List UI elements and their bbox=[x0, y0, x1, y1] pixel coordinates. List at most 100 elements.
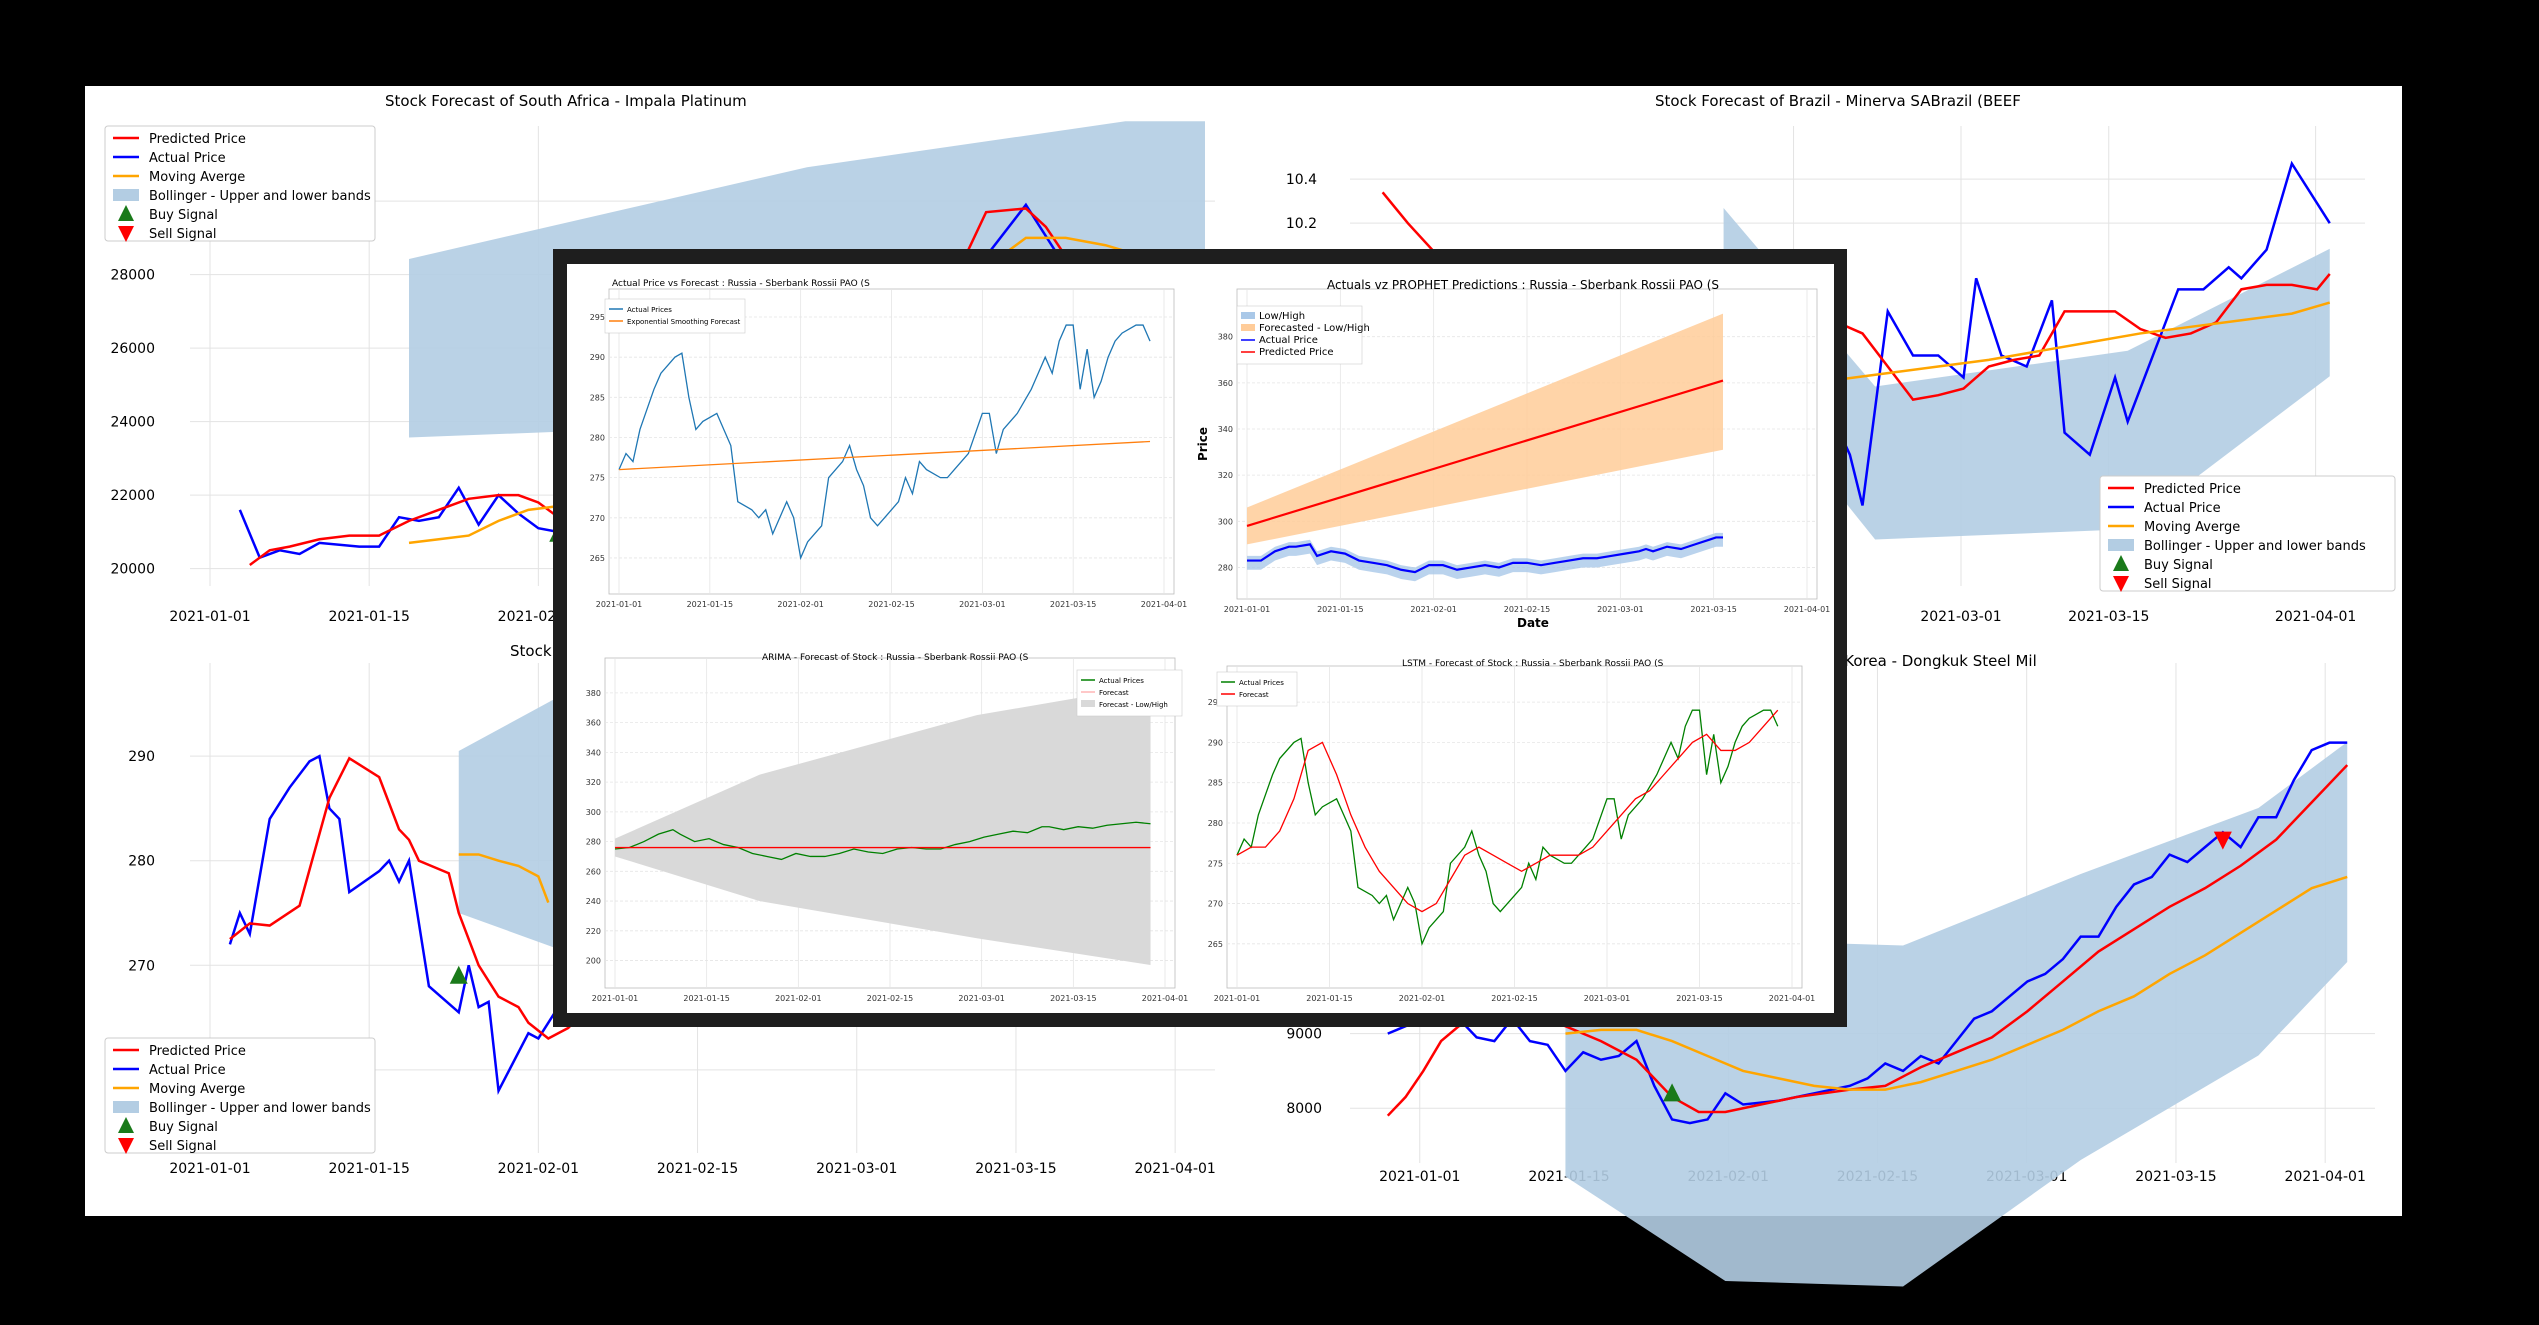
moving-average-line bbox=[1786, 301, 2331, 384]
series-line bbox=[1236, 709, 1779, 947]
buy-signal-marker bbox=[1663, 1083, 1682, 1102]
chart-inset-exp: 2021-01-01 2021-01-15 2021-02-01 2021-02-15… bbox=[590, 279, 1188, 609]
x-tick-label: 2021-03-01 bbox=[1920, 609, 2001, 625]
y-axis-label: Price bbox=[1196, 427, 1210, 461]
legend-label: Predicted Price bbox=[2144, 482, 2241, 497]
x-tick-label: 2021-01-15 bbox=[1306, 994, 1353, 1003]
legend-label: Buy Signal bbox=[149, 208, 218, 223]
legend-patch bbox=[1081, 700, 1095, 707]
y-tick-label: 300 bbox=[1218, 517, 1233, 526]
y-tick-label: 280 bbox=[1218, 563, 1233, 572]
chart-title: LSTM - Forecast of Stock : Russia - Sber… bbox=[1402, 659, 1664, 669]
legend-label: Actual Price bbox=[149, 151, 226, 166]
y-tick-label: 280 bbox=[1208, 819, 1223, 828]
y-tick-label: 300 bbox=[586, 808, 601, 817]
legend-label: Moving Averge bbox=[149, 1082, 245, 1097]
x-tick-label: 2021-03-15 bbox=[975, 1161, 1056, 1177]
y-tick-label: 290 bbox=[590, 353, 605, 362]
x-tick-label: 2021-02-01 bbox=[775, 994, 822, 1003]
actual-price-line bbox=[1785, 160, 2331, 506]
chart-inset-lstm: 2021-01-01 2021-01-15 2021-02-01 2021-02-15… bbox=[1208, 659, 1816, 1003]
legend-box bbox=[104, 1037, 376, 1154]
x-tick-label: 2021-01-01 bbox=[1214, 994, 1261, 1003]
legend-patch bbox=[113, 1101, 139, 1113]
y-tick-label: 220 bbox=[586, 927, 601, 936]
x-tick-label: 2021-01-01 bbox=[1379, 1169, 1460, 1185]
chart-title: Stock Forecast of South Africa - Impala … bbox=[385, 92, 747, 110]
chart-title: ARIMA - Forecast of Stock : Russia - Sbe… bbox=[762, 653, 1029, 663]
legend-label: Sell Signal bbox=[2144, 577, 2212, 592]
y-tick-label: 295 bbox=[590, 313, 605, 322]
legend-label: Predicted Price bbox=[149, 1044, 246, 1059]
x-tick-label: 2021-02-01 bbox=[777, 600, 824, 609]
x-tick-label: 2021-04-01 bbox=[1142, 994, 1189, 1003]
legend-buy-marker bbox=[118, 1117, 134, 1133]
legend-box bbox=[2099, 475, 2396, 592]
y-tick-label: 290 bbox=[1208, 738, 1223, 747]
x-tick-label: 2021-03-01 bbox=[958, 994, 1005, 1003]
y-tick-label: 285 bbox=[1208, 779, 1223, 788]
series-line bbox=[614, 821, 1151, 861]
x-tick-label: 2021-03-15 bbox=[1050, 600, 1097, 609]
legend-label: Bollinger - Upper and lower bands bbox=[149, 189, 371, 204]
legend-label: Forecast bbox=[1239, 691, 1269, 699]
y-tick-label: 320 bbox=[586, 778, 601, 787]
x-tick-label: 2021-03-15 bbox=[1690, 605, 1737, 614]
y-tick-label: 360 bbox=[586, 719, 601, 728]
moving-average-line bbox=[1565, 875, 2348, 1091]
y-tick-label: 265 bbox=[1208, 940, 1223, 949]
legend-buy-marker bbox=[118, 205, 134, 221]
legend-sell-marker bbox=[2113, 576, 2129, 592]
x-tick-label: 2021-01-15 bbox=[687, 600, 734, 609]
y-tick-label: 28000 bbox=[110, 268, 155, 284]
x-tick-label: 2021-04-01 bbox=[2275, 609, 2356, 625]
legend-label: Actual Price bbox=[1259, 335, 1318, 346]
bollinger-band bbox=[1723, 208, 2330, 540]
x-tick-label: 2021-01-15 bbox=[329, 609, 410, 625]
y-tick-label: 270 bbox=[1208, 900, 1223, 909]
y-tick-label: 380 bbox=[1218, 333, 1233, 342]
y-tick-label: 280 bbox=[590, 433, 605, 442]
actual-price-line bbox=[1387, 741, 2348, 1125]
y-tick-label: 280 bbox=[128, 854, 155, 870]
y-tick-label: 9000 bbox=[1286, 1027, 1322, 1043]
x-tick-label: 2021-03-15 bbox=[1676, 994, 1723, 1003]
legend-label: Sell Signal bbox=[149, 227, 217, 242]
buy-signal-marker bbox=[449, 965, 468, 984]
x-tick-label: 2021-02-15 bbox=[1504, 605, 1551, 614]
chart-inset-arima: 2021-01-01 2021-01-15 2021-02-01 2021-02-15… bbox=[586, 653, 1189, 1003]
x-tick-label: 2021-03-01 bbox=[816, 1161, 897, 1177]
legend-label: Moving Averge bbox=[2144, 520, 2240, 535]
legend-patch bbox=[1241, 324, 1255, 331]
chart-title: Actuals vz PROPHET Predictions : Russia … bbox=[1327, 278, 1719, 292]
legend-label: Actual Price bbox=[2144, 501, 2221, 516]
x-tick-label: 2021-04-01 bbox=[1134, 1161, 1215, 1177]
y-tick-label: 360 bbox=[1218, 379, 1233, 388]
legend-buy-marker bbox=[2113, 555, 2129, 571]
series-line bbox=[1236, 709, 1779, 913]
y-tick-label: 270 bbox=[128, 958, 155, 974]
y-tick-label: 380 bbox=[586, 689, 601, 698]
chart-inset-prophet: 2021-01-01 2021-01-15 2021-02-01 2021-02-15… bbox=[1196, 278, 1830, 630]
legend-label: Buy Signal bbox=[2144, 558, 2213, 573]
legend-label: Bollinger - Upper and lower bands bbox=[2144, 539, 2366, 554]
x-tick-label: 2021-02-15 bbox=[657, 1161, 738, 1177]
x-tick-label: 2021-02-01 bbox=[1410, 605, 1457, 614]
chart-title: Stock Forecast of Brazil - Minerva SABra… bbox=[1655, 92, 2021, 110]
legend-label: Forecast - Low/High bbox=[1099, 701, 1168, 709]
legend-label: Actual Prices bbox=[1099, 677, 1144, 685]
legend-label: Low/High bbox=[1259, 311, 1305, 322]
x-tick-label: 2021-02-01 bbox=[1399, 994, 1446, 1003]
y-tick-label: 10.2 bbox=[1286, 216, 1317, 232]
y-tick-label: 285 bbox=[590, 393, 605, 402]
y-tick-label: 270 bbox=[590, 514, 605, 523]
y-tick-label: 260 bbox=[586, 867, 601, 876]
y-tick-label: 340 bbox=[1218, 425, 1233, 434]
y-tick-label: 20000 bbox=[110, 562, 155, 578]
forecast-low-high-band bbox=[1247, 313, 1723, 545]
chart-title: Stock bbox=[510, 642, 552, 660]
y-tick-label: 26000 bbox=[110, 341, 155, 357]
legend-box bbox=[1076, 669, 1183, 717]
legend-label: Buy Signal bbox=[149, 1120, 218, 1135]
x-tick-label: 2021-01-01 bbox=[596, 600, 643, 609]
